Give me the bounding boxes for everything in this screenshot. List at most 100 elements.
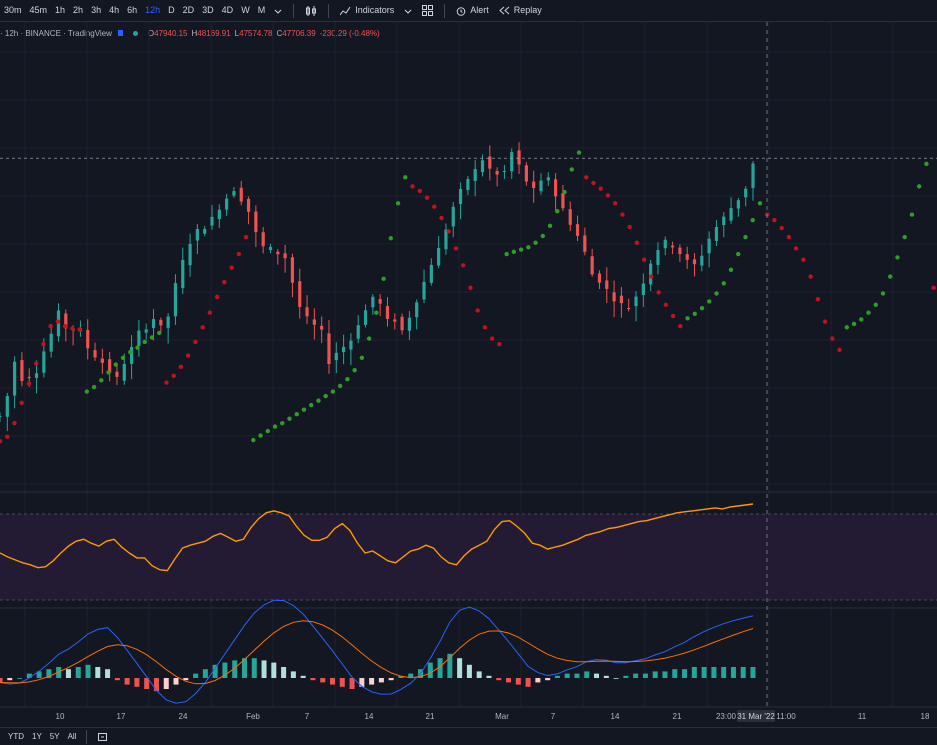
sar-dot (837, 347, 842, 353)
sar-dot (504, 251, 509, 257)
sar-dot (707, 299, 712, 304)
range-5y[interactable]: 5Y (49, 732, 60, 741)
candle-body (210, 216, 214, 226)
macd-histogram-bar (378, 678, 384, 683)
timeframe-2h[interactable]: 2h (73, 5, 84, 15)
candle-body (634, 296, 638, 307)
macd-histogram-bar (437, 658, 443, 678)
candle-body (5, 396, 9, 417)
sar-dot (258, 433, 263, 438)
macd-histogram-bar (134, 678, 140, 687)
timeframe-w[interactable]: W (241, 5, 250, 15)
sar-dot (432, 204, 437, 209)
sar-dot (663, 302, 669, 307)
sar-dot (55, 319, 61, 324)
timeframe-2d[interactable]: 2D (182, 5, 195, 15)
macd-histogram-bar (496, 678, 502, 681)
candle-body (49, 333, 53, 352)
candle-body (539, 180, 543, 192)
candle-body (188, 243, 192, 266)
sar-dot (403, 175, 408, 180)
macd-histogram-bar (613, 678, 619, 679)
sar-dot (77, 327, 82, 332)
candle-body (729, 208, 733, 221)
candle-body (181, 259, 185, 289)
macd-histogram-bar (642, 673, 648, 678)
chart-type-candles-icon[interactable] (300, 5, 322, 17)
sar-dot (822, 319, 828, 324)
timeframe-m[interactable]: M (257, 5, 266, 15)
timeframe-3d[interactable]: 3D (202, 5, 214, 15)
candle-body (736, 200, 740, 209)
candle-body (590, 256, 594, 275)
sar-dot (337, 383, 343, 389)
macd-histogram-bar (554, 675, 560, 678)
low-label: L (234, 28, 240, 38)
timeframe-30m[interactable]: 30m (4, 5, 22, 15)
range-ytd[interactable]: YTD (8, 732, 24, 741)
macd-histogram-bar (633, 673, 639, 678)
time-axis-label: 24 (179, 712, 188, 721)
macd-histogram-bar (525, 678, 531, 687)
timeframe-45m[interactable]: 45m (29, 5, 48, 15)
chart-canvas[interactable]: 10 17 24 Feb 7 14 21 Mar 7 14 21 23:00 11:00 11 18 31 M… (0, 22, 937, 727)
timeframe-12h[interactable]: 12h (145, 5, 161, 15)
sar-dot (164, 380, 169, 385)
sar-dot (381, 276, 386, 282)
alert-button[interactable]: Alert (451, 0, 494, 21)
timeframe-4h[interactable]: 4h (109, 5, 120, 15)
candle-body (312, 319, 316, 325)
macd-histogram-bar (603, 675, 609, 678)
replay-button[interactable]: Replay (494, 0, 547, 21)
time-axis-label: 11 (858, 712, 867, 721)
sar-dot (301, 407, 307, 412)
macd-histogram-bar (740, 667, 746, 678)
macd-histogram-bar (271, 662, 277, 678)
sar-dot (880, 291, 886, 296)
crosshair-time-label: 31 Mar '22 (737, 712, 775, 721)
candle-body (517, 150, 521, 165)
timeframe-chevron-down-icon[interactable] (269, 7, 287, 15)
candle-body (34, 373, 39, 379)
macd-histogram-bar (7, 678, 13, 681)
candle-body (685, 254, 689, 260)
sar-dot (229, 265, 234, 270)
sar-dot (699, 305, 705, 311)
rsi-band (0, 514, 937, 600)
indicators-button[interactable]: Indicators (335, 0, 417, 21)
candle-body (744, 188, 748, 198)
macd-histogram-bar (212, 664, 218, 678)
candle-body (342, 346, 346, 353)
sar-dot (489, 336, 495, 341)
sar-dot (424, 195, 430, 200)
macd-histogram-bar (261, 660, 267, 678)
macd-histogram-bar (95, 667, 101, 678)
range-all[interactable]: All (67, 732, 77, 741)
sar-dot (569, 167, 574, 172)
candle-body (13, 361, 17, 396)
timeframe-6h[interactable]: 6h (127, 5, 138, 15)
sar-dot (251, 437, 256, 443)
candle-body (122, 364, 126, 381)
layouts-grid-icon[interactable] (417, 5, 438, 16)
sar-dot (128, 349, 133, 355)
timeframe-3h[interactable]: 3h (91, 5, 102, 15)
sar-dot (562, 189, 567, 195)
candle-body (349, 340, 353, 350)
candle-body (627, 308, 631, 310)
date-range-icon[interactable] (93, 732, 113, 742)
timeframe-d[interactable]: D (168, 5, 175, 15)
crosshair-time-label-bg (737, 710, 775, 722)
macd-histogram-bar (290, 671, 296, 678)
sar-dot (171, 373, 176, 379)
sar-dot (185, 353, 191, 358)
range-1y[interactable]: 1Y (32, 732, 42, 741)
sar-dot (388, 236, 394, 241)
legend-symbol[interactable]: · 12h · BINANCE · TradingView (0, 28, 112, 38)
candle-body (407, 317, 411, 331)
timeframe-1h[interactable]: 1h (55, 5, 66, 15)
macd-histogram-bar (251, 658, 257, 678)
timeframe-4d[interactable]: 4D (221, 5, 234, 15)
candle-body (473, 169, 477, 181)
macd-histogram-bar (163, 678, 169, 689)
